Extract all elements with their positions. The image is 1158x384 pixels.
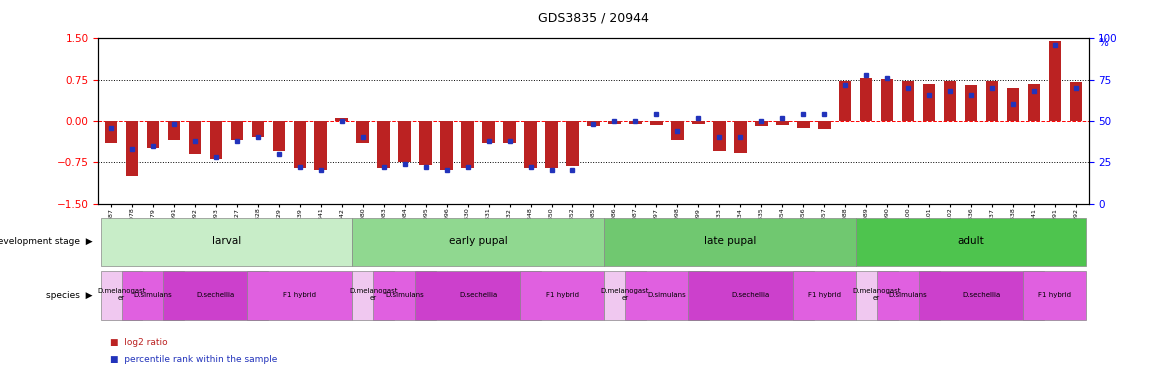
Text: D.simulans: D.simulans bbox=[888, 291, 928, 298]
Bar bbox=[357, 121, 369, 143]
Text: D.simulans: D.simulans bbox=[386, 291, 424, 298]
Text: D.melanogast
er: D.melanogast er bbox=[97, 288, 146, 301]
Bar bbox=[122, 271, 184, 320]
Bar bbox=[419, 121, 432, 165]
Bar bbox=[672, 121, 683, 140]
Bar bbox=[650, 121, 662, 125]
Text: D.sechellia: D.sechellia bbox=[197, 291, 235, 298]
Bar bbox=[818, 121, 830, 129]
Bar bbox=[985, 81, 998, 121]
Bar bbox=[210, 121, 222, 159]
Text: D.simulans: D.simulans bbox=[133, 291, 173, 298]
Bar bbox=[352, 218, 604, 266]
Bar bbox=[104, 121, 117, 143]
Text: species  ▶: species ▶ bbox=[46, 291, 93, 300]
Bar bbox=[604, 218, 856, 266]
Bar bbox=[352, 271, 394, 320]
Bar bbox=[965, 85, 977, 121]
Bar bbox=[734, 121, 747, 153]
Bar bbox=[625, 271, 709, 320]
Bar bbox=[482, 121, 494, 143]
Text: F1 hybrid: F1 hybrid bbox=[1039, 291, 1071, 298]
Text: early pupal: early pupal bbox=[449, 236, 507, 246]
Text: late pupal: late pupal bbox=[704, 236, 756, 246]
Text: F1 hybrid: F1 hybrid bbox=[808, 291, 841, 298]
Bar bbox=[101, 271, 142, 320]
Bar bbox=[1027, 84, 1040, 121]
Bar bbox=[1049, 41, 1061, 121]
Bar bbox=[189, 121, 201, 154]
Bar bbox=[461, 121, 474, 168]
Bar bbox=[629, 121, 642, 124]
Text: D.sechellia: D.sechellia bbox=[732, 291, 770, 298]
Bar bbox=[793, 271, 856, 320]
Text: F1 hybrid: F1 hybrid bbox=[284, 291, 316, 298]
Bar bbox=[608, 121, 621, 124]
Bar bbox=[251, 121, 264, 137]
Bar bbox=[440, 121, 453, 170]
Bar bbox=[1024, 271, 1086, 320]
Bar bbox=[525, 121, 537, 168]
Bar bbox=[918, 271, 1045, 320]
Bar bbox=[688, 271, 814, 320]
Bar bbox=[230, 121, 243, 140]
Bar bbox=[504, 121, 515, 143]
Bar bbox=[520, 271, 604, 320]
Text: adult: adult bbox=[958, 236, 984, 246]
Text: development stage  ▶: development stage ▶ bbox=[0, 237, 93, 247]
Text: D.melanogast
er: D.melanogast er bbox=[349, 288, 397, 301]
Bar bbox=[272, 121, 285, 151]
Bar bbox=[168, 121, 181, 140]
Bar bbox=[126, 121, 138, 176]
Bar bbox=[545, 121, 558, 168]
Bar bbox=[248, 271, 352, 320]
Bar bbox=[101, 218, 352, 266]
Text: ■  log2 ratio: ■ log2 ratio bbox=[110, 338, 168, 347]
Text: D.simulans: D.simulans bbox=[647, 291, 687, 298]
Bar bbox=[856, 218, 1086, 266]
Bar bbox=[856, 271, 897, 320]
Text: D.sechellia: D.sechellia bbox=[459, 291, 497, 298]
Bar bbox=[147, 121, 160, 149]
Text: GDS3835 / 20944: GDS3835 / 20944 bbox=[538, 12, 648, 25]
Bar bbox=[163, 271, 269, 320]
Text: larval: larval bbox=[212, 236, 241, 246]
Bar bbox=[1006, 88, 1019, 121]
Bar bbox=[398, 121, 411, 162]
Text: %: % bbox=[1099, 38, 1108, 48]
Bar bbox=[944, 81, 957, 121]
Bar bbox=[315, 121, 327, 170]
Text: ■  percentile rank within the sample: ■ percentile rank within the sample bbox=[110, 355, 278, 364]
Bar bbox=[713, 121, 726, 151]
Bar bbox=[373, 271, 437, 320]
Bar bbox=[566, 121, 579, 166]
Text: F1 hybrid: F1 hybrid bbox=[545, 291, 579, 298]
Text: D.sechellia: D.sechellia bbox=[962, 291, 1001, 298]
Bar bbox=[604, 271, 646, 320]
Bar bbox=[587, 121, 600, 126]
Bar bbox=[293, 121, 306, 168]
Text: D.melanogast
er: D.melanogast er bbox=[601, 288, 650, 301]
Bar bbox=[838, 81, 851, 121]
Bar bbox=[1070, 83, 1083, 121]
Bar bbox=[797, 121, 809, 127]
Text: D.melanogast
er: D.melanogast er bbox=[852, 288, 901, 301]
Bar bbox=[416, 271, 541, 320]
Bar bbox=[881, 79, 894, 121]
Bar bbox=[336, 118, 349, 121]
Bar bbox=[877, 271, 939, 320]
Bar bbox=[776, 121, 789, 125]
Bar bbox=[860, 78, 872, 121]
Bar bbox=[923, 84, 936, 121]
Bar bbox=[902, 81, 915, 121]
Bar bbox=[755, 121, 768, 126]
Bar bbox=[378, 121, 390, 168]
Bar bbox=[692, 121, 705, 124]
